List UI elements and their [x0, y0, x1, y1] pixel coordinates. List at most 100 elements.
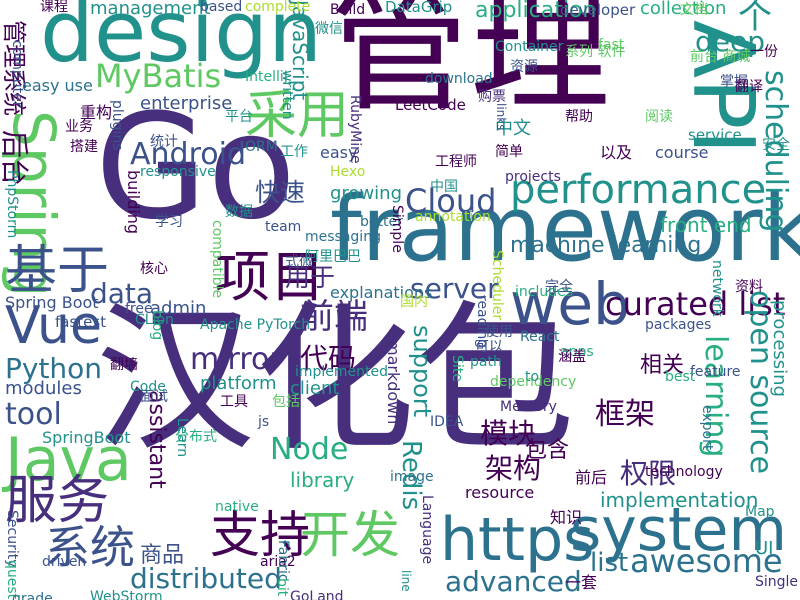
word: complete: [245, 0, 311, 15]
word: 使用: [485, 324, 513, 340]
word: grade: [12, 591, 53, 600]
word: dependency: [490, 374, 577, 390]
word: implementation: [600, 488, 759, 512]
word: 汉化包: [95, 286, 576, 473]
word: 服务: [5, 471, 110, 531]
word: 商品: [140, 543, 185, 568]
word: 核心: [140, 261, 168, 277]
word: client: [290, 378, 340, 399]
word: ORM: [245, 139, 278, 155]
word: 平台: [225, 109, 253, 125]
word: SpringBoot: [42, 428, 131, 447]
word: management: [90, 0, 211, 19]
word: 知识: [550, 508, 583, 527]
word: Fabric: [275, 540, 291, 582]
word: 统计: [150, 134, 178, 150]
word: team: [265, 219, 302, 235]
word: computer: [9, 40, 25, 108]
word: processing: [769, 300, 790, 398]
word: enterprise: [140, 93, 233, 114]
word: Java: [5, 425, 132, 495]
word: reading: [474, 295, 490, 349]
word: UI: [755, 538, 774, 559]
word: 模块: [480, 417, 537, 450]
word: system: [570, 495, 787, 565]
word: Code: [130, 379, 166, 395]
word: resource: [465, 483, 535, 502]
word: 简单: [495, 144, 523, 160]
word: service: [688, 126, 742, 144]
word: Build: [330, 2, 366, 18]
word: 涵盖: [558, 349, 586, 365]
word: easy: [320, 143, 358, 162]
word: 课程: [40, 0, 68, 15]
word: 中国: [430, 179, 458, 195]
word: 完全: [545, 279, 573, 295]
word: image: [390, 469, 434, 485]
word: Hexo: [330, 164, 366, 180]
word: performance: [510, 167, 767, 213]
word: PhpStorm: [4, 170, 20, 239]
word: building: [124, 170, 143, 235]
word: 翻译: [735, 79, 763, 95]
word: 采用: [245, 86, 350, 146]
word: 用于: [285, 263, 336, 292]
word: Map: [745, 504, 775, 520]
word: responsive: [140, 164, 216, 180]
word: 框架: [595, 397, 655, 432]
word: GoLand: [290, 589, 344, 600]
word: 基于: [5, 241, 110, 301]
word: 系列 软件: [565, 44, 626, 60]
word: bit ly: [274, 578, 290, 600]
word: best: [665, 369, 696, 385]
word: data: [90, 277, 154, 310]
word: 管理: [330, 0, 611, 131]
word: Site: [449, 355, 465, 382]
word: Scheduler: [489, 250, 505, 321]
word: better: [360, 214, 403, 230]
word: written: [279, 70, 295, 120]
word: 一套: [565, 573, 598, 592]
word: 以及: [600, 143, 633, 162]
word: 工作: [280, 144, 308, 160]
word: annotation: [415, 209, 491, 225]
word: 翻墙: [110, 357, 138, 373]
word: feature: [690, 364, 741, 380]
word: list: [590, 548, 629, 578]
word: apps: [560, 344, 594, 360]
word: 分布式: [175, 429, 217, 445]
word: modules: [5, 378, 82, 399]
word: curated list: [605, 285, 786, 323]
word: easy use: [22, 76, 93, 95]
word: 快速: [255, 178, 306, 207]
word: 阿里巴巴: [305, 249, 361, 265]
word: 前后: [575, 468, 608, 487]
word: Go: [95, 83, 297, 252]
word: js: [258, 414, 270, 430]
word: growing: [330, 183, 402, 204]
word: driven: [42, 554, 87, 570]
word: framework: [330, 177, 800, 282]
word: 阅读: [645, 109, 673, 125]
word: network: [709, 260, 725, 317]
word: 搭建: [70, 139, 98, 155]
word: web: [510, 270, 630, 338]
word: links: [494, 103, 508, 131]
word: 权限: [620, 457, 677, 490]
word: download: [425, 71, 493, 87]
word: IDEA: [430, 414, 464, 430]
word: 工程师: [435, 154, 477, 170]
word: aria2: [260, 554, 296, 570]
word: deep: [695, 25, 765, 58]
word: developer: [560, 1, 636, 19]
word: 前台 商城: [690, 49, 751, 65]
word: awesome: [630, 542, 783, 580]
word: collection: [640, 0, 727, 19]
word: 一份: [750, 44, 778, 60]
word: Android: [130, 137, 246, 172]
word: Apache PyTorch: [200, 317, 311, 333]
word: machine learning: [510, 233, 702, 258]
word: admin: [150, 298, 207, 319]
word: 文档: [680, 2, 708, 18]
word: free: [125, 301, 153, 317]
